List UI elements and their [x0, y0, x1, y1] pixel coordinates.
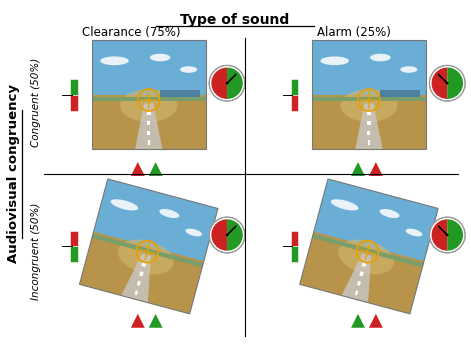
Polygon shape: [122, 254, 151, 303]
Polygon shape: [351, 314, 365, 328]
Bar: [92, 97, 206, 101]
Bar: [291, 79, 299, 95]
Bar: [92, 40, 206, 100]
FancyArrowPatch shape: [139, 249, 155, 254]
Ellipse shape: [120, 89, 177, 122]
Ellipse shape: [320, 57, 349, 65]
Bar: [367, 121, 371, 125]
Bar: [80, 179, 218, 314]
Wedge shape: [447, 68, 463, 99]
FancyArrowPatch shape: [360, 249, 375, 254]
Circle shape: [446, 82, 448, 84]
Ellipse shape: [338, 239, 394, 274]
Ellipse shape: [186, 229, 202, 236]
Circle shape: [430, 65, 465, 101]
Wedge shape: [431, 68, 447, 99]
Ellipse shape: [180, 66, 197, 73]
Text: Audiovisual congruency: Audiovisual congruency: [7, 85, 20, 263]
Bar: [367, 111, 371, 115]
Bar: [312, 40, 426, 100]
Bar: [357, 281, 361, 286]
Polygon shape: [131, 314, 145, 328]
Text: Alarm (25%): Alarm (25%): [317, 26, 391, 39]
Bar: [312, 95, 426, 149]
Ellipse shape: [406, 229, 422, 236]
Bar: [160, 90, 200, 97]
Bar: [291, 230, 299, 246]
Circle shape: [209, 217, 245, 253]
Polygon shape: [341, 254, 371, 303]
FancyArrowPatch shape: [365, 244, 370, 260]
Polygon shape: [355, 103, 382, 149]
Wedge shape: [227, 219, 243, 251]
Polygon shape: [351, 162, 365, 176]
Ellipse shape: [370, 54, 390, 61]
Bar: [291, 95, 299, 110]
Wedge shape: [211, 219, 227, 251]
Bar: [300, 179, 438, 314]
Ellipse shape: [331, 199, 358, 211]
Ellipse shape: [159, 209, 179, 218]
Wedge shape: [227, 68, 243, 99]
Polygon shape: [135, 103, 162, 149]
Bar: [147, 121, 150, 125]
Bar: [312, 179, 438, 266]
Bar: [70, 230, 78, 246]
Bar: [359, 271, 364, 276]
Polygon shape: [149, 162, 162, 176]
Bar: [92, 40, 206, 149]
Circle shape: [226, 234, 228, 236]
FancyArrowPatch shape: [145, 244, 149, 260]
Bar: [300, 232, 424, 314]
Bar: [380, 90, 420, 97]
Bar: [362, 262, 366, 267]
Bar: [70, 246, 78, 262]
Bar: [368, 141, 370, 145]
Wedge shape: [431, 219, 447, 251]
Bar: [367, 131, 370, 135]
Text: Clearance (75%): Clearance (75%): [81, 26, 180, 39]
Bar: [146, 111, 151, 115]
Bar: [135, 290, 138, 295]
Bar: [139, 271, 144, 276]
Circle shape: [446, 234, 448, 236]
Text: Congruent (50%): Congruent (50%): [31, 58, 41, 147]
Circle shape: [226, 82, 228, 84]
Bar: [355, 290, 358, 295]
Bar: [92, 95, 206, 149]
Ellipse shape: [111, 199, 138, 211]
Polygon shape: [131, 162, 145, 176]
Bar: [147, 131, 150, 135]
Polygon shape: [369, 162, 383, 176]
Circle shape: [430, 217, 465, 253]
Text: Type of sound: Type of sound: [180, 13, 290, 27]
Ellipse shape: [380, 209, 399, 218]
Wedge shape: [447, 219, 463, 251]
Wedge shape: [211, 68, 227, 99]
Ellipse shape: [118, 239, 174, 274]
Polygon shape: [149, 314, 162, 328]
Bar: [147, 141, 150, 145]
Ellipse shape: [400, 66, 417, 73]
Text: Incongruent (50%): Incongruent (50%): [31, 203, 41, 300]
Bar: [291, 246, 299, 262]
Bar: [70, 95, 78, 110]
Circle shape: [209, 65, 245, 101]
Ellipse shape: [100, 57, 129, 65]
Bar: [92, 234, 203, 268]
Bar: [312, 234, 423, 268]
Bar: [141, 262, 146, 267]
Bar: [80, 232, 204, 314]
Bar: [92, 179, 218, 266]
Bar: [137, 281, 141, 286]
Ellipse shape: [150, 54, 171, 61]
Ellipse shape: [341, 89, 398, 122]
Bar: [312, 40, 426, 149]
Bar: [312, 97, 426, 101]
Polygon shape: [369, 314, 383, 328]
Bar: [70, 79, 78, 95]
